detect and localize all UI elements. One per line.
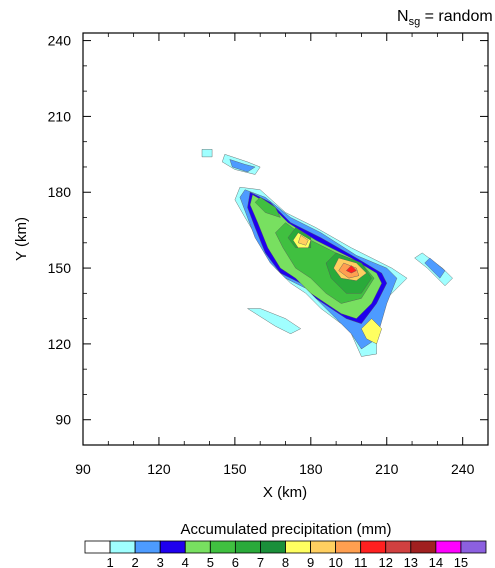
- x-tick-label: 120: [147, 461, 171, 477]
- colorbar-level-label: 13: [404, 555, 418, 568]
- x-tick-label: 210: [375, 461, 399, 477]
- colorbar-level-label: 7: [257, 555, 264, 568]
- colorbar-swatch: [310, 540, 337, 554]
- colorbar-swatch: [134, 540, 161, 554]
- y-tick-label: 240: [48, 33, 72, 49]
- contour-layer: [201, 149, 453, 357]
- colorbar-swatch: [234, 540, 261, 554]
- colorbar-level-label: 12: [379, 555, 393, 568]
- colorbar-swatch: [109, 540, 136, 554]
- contour-level-10-region-1: [298, 234, 309, 246]
- colorbar-swatch: [385, 540, 412, 554]
- contour-level-3-region-1: [229, 159, 256, 173]
- colorbar-swatch: [435, 540, 462, 554]
- colorbar-swatch: [360, 540, 387, 554]
- y-tick-label: 120: [48, 336, 72, 352]
- colorbar-level-label: 14: [429, 555, 443, 568]
- x-tick-label: 90: [75, 461, 91, 477]
- colorbar-level-label: 8: [282, 555, 289, 568]
- y-axis-ticks: 90 120 150 180 210 240: [48, 33, 488, 446]
- x-tick-label: 150: [223, 461, 247, 477]
- colorbar-swatch: [335, 540, 362, 554]
- colorbar: 1 2 3 4 5 6 7 8 9 10 11 12 13 14 15: [84, 540, 487, 568]
- colorbar-swatch: [410, 540, 437, 554]
- colorbar-swatch: [285, 540, 311, 554]
- colorbar-swatch: [460, 540, 487, 554]
- y-tick-label: 150: [48, 260, 72, 276]
- y-tick-label: 180: [48, 184, 72, 200]
- y-axis-label: Y (km): [13, 217, 30, 261]
- colorbar-label: Accumulated precipitation (mm): [181, 521, 392, 538]
- colorbar-level-label: 5: [207, 555, 214, 568]
- colorbar-swatch: [209, 540, 236, 554]
- y-tick-label: 210: [48, 108, 72, 124]
- contour-level-9-region-0: [361, 318, 382, 345]
- y-tick-label: 90: [55, 412, 71, 428]
- chart-title: Nsg = random: [397, 8, 493, 28]
- colorbar-level-label: 15: [454, 555, 468, 568]
- colorbar-swatch: [260, 540, 286, 554]
- plot-area: 90 120 150 180 210 240 90 120 150 180 210 240: [48, 32, 489, 477]
- colorbar-level-label: 1: [106, 555, 113, 568]
- x-axis-ticks: 90 120 150 180 210 240: [75, 33, 489, 477]
- x-tick-label: 180: [299, 461, 323, 477]
- contour-level-1-region-4: [201, 149, 213, 158]
- colorbar-swatch: [84, 540, 111, 554]
- contour-level-12-region-0: [346, 265, 357, 274]
- colorbar-level-label: 3: [157, 555, 164, 568]
- colorbar-level-label: 10: [328, 555, 342, 568]
- colorbar-level-label: 11: [354, 555, 368, 568]
- colorbar-swatch: [184, 540, 211, 554]
- x-axis-label: X (km): [263, 484, 307, 501]
- colorbar-level-label: 4: [182, 555, 189, 568]
- colorbar-swatch: [159, 540, 186, 554]
- colorbar-level-label: 9: [307, 555, 314, 568]
- colorbar-level-label: 6: [232, 555, 239, 568]
- contour-level-3-region-2: [424, 257, 446, 279]
- colorbar-level-label: 2: [132, 555, 139, 568]
- x-tick-label: 240: [451, 461, 475, 477]
- contour-level-6-region-1: [254, 197, 281, 218]
- contour-level-1-region-1: [247, 308, 301, 334]
